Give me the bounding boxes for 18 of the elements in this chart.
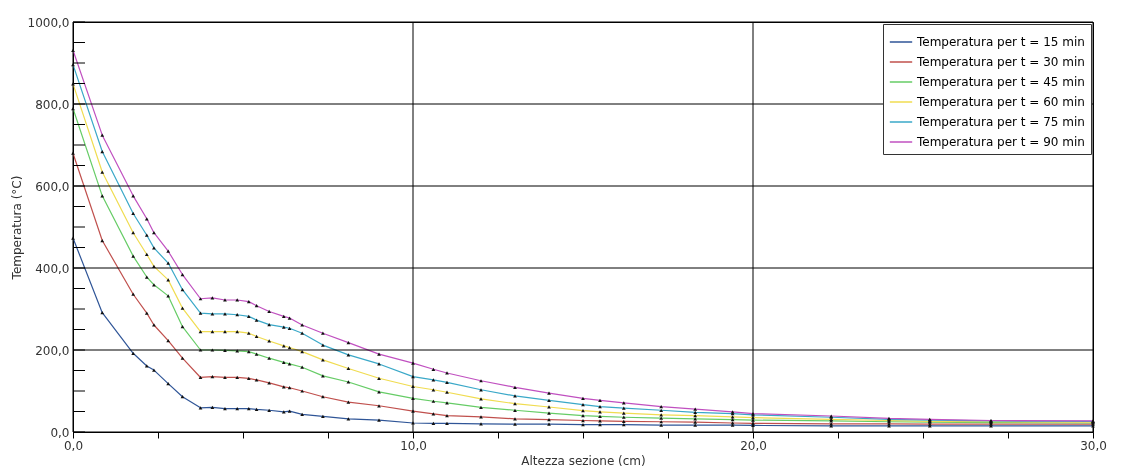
y-tick-label: 0,0 [50,425,70,440]
legend-label: Temperatura per t = 75 min [916,115,1085,129]
y-axis-title: Temperatura (°C) [9,175,24,281]
legend-label: Temperatura per t = 15 min [916,35,1085,49]
y-tick-label: 600,0 [35,179,70,194]
legend-label: Temperatura per t = 60 min [916,95,1085,109]
legend-label: Temperatura per t = 45 min [916,75,1085,89]
y-tick-label: 800,0 [35,97,70,112]
y-tick-label: 1000,0 [27,15,70,30]
legend-label: Temperatura per t = 30 min [916,55,1085,69]
x-tick-label: 30,0 [1080,438,1107,453]
y-tick-label: 200,0 [35,343,70,358]
legend-label: Temperatura per t = 90 min [916,135,1085,149]
x-tick-label: 10,0 [400,438,427,453]
x-tick-label: 0,0 [63,438,84,453]
y-tick-label: 400,0 [35,261,70,276]
x-axis-title: Altezza sezione (cm) [521,453,646,468]
x-tick-label: 20,0 [740,438,767,453]
